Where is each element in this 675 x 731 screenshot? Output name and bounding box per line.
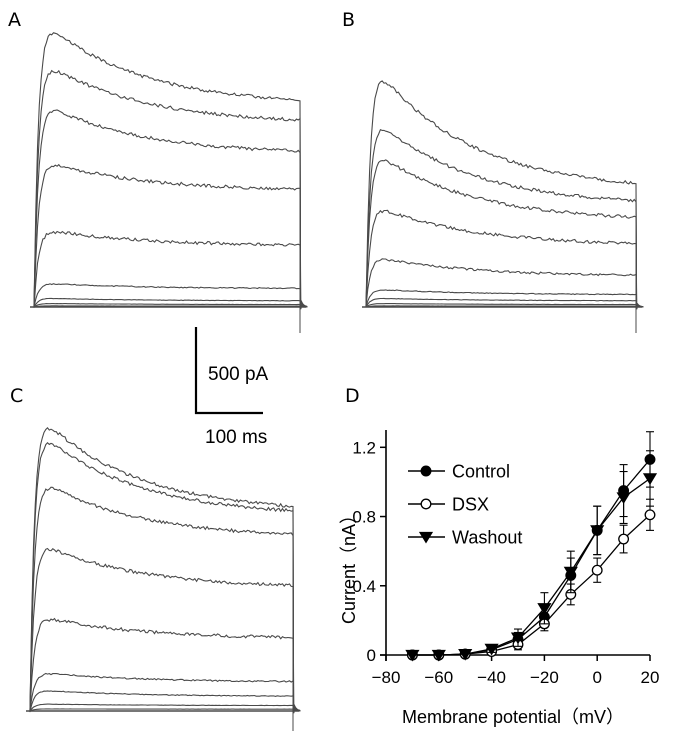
iv-axes: −80 −60 −40 −20 0 20 0 0.4 0.8 1.2 xyxy=(352,430,659,687)
y-tick-label: 0.4 xyxy=(352,577,376,596)
y-tick-label: 1.2 xyxy=(352,438,376,457)
legend-marker xyxy=(418,531,434,544)
current-trace xyxy=(29,442,301,714)
current-trace xyxy=(365,128,644,310)
y-tick-label: 0 xyxy=(367,646,376,665)
legend-marker xyxy=(420,498,432,510)
current-trace xyxy=(365,305,644,310)
legend-label-dsx: DSX xyxy=(452,495,489,515)
current-trace xyxy=(365,209,644,310)
y-tick-label: 0.8 xyxy=(352,508,376,527)
current-trace xyxy=(33,109,308,310)
iv-chart: −80 −60 −40 −20 0 20 0 0.4 0.8 1.2 Control DSX Wash… xyxy=(339,430,659,727)
current-trace xyxy=(29,426,301,714)
panel-a-traces xyxy=(30,32,308,333)
panel-label-d: D xyxy=(345,385,360,407)
data-point xyxy=(590,525,605,537)
current-trace xyxy=(29,486,301,714)
data-point xyxy=(616,492,631,505)
data-point xyxy=(458,648,473,661)
current-trace xyxy=(33,305,308,310)
legend-label-washout: Washout xyxy=(452,528,522,548)
current-trace xyxy=(29,703,301,714)
data-point xyxy=(644,509,656,521)
current-trace xyxy=(33,283,308,310)
current-trace xyxy=(29,672,301,714)
series-line xyxy=(412,477,651,656)
data-point xyxy=(537,603,552,615)
x-tick-label: 20 xyxy=(641,668,660,687)
panel-label-a: A xyxy=(8,9,21,31)
data-point xyxy=(431,649,446,662)
current-trace xyxy=(365,297,644,310)
x-tick-label: −60 xyxy=(424,668,453,687)
data-point xyxy=(618,533,630,545)
scale-bar-current-label: 500 pA xyxy=(208,364,269,385)
scale-bar-time-label: 100 ms xyxy=(205,427,267,448)
series-dsx xyxy=(406,498,656,661)
x-axis-title: Membrane potential（mV） xyxy=(402,707,624,727)
data-point xyxy=(510,632,526,645)
data-point xyxy=(484,643,499,656)
x-tick-label: −20 xyxy=(530,668,559,687)
current-trace xyxy=(29,708,301,714)
x-tick-label: −40 xyxy=(477,668,506,687)
x-tick-label: −80 xyxy=(372,668,401,687)
current-trace xyxy=(33,32,308,310)
current-trace xyxy=(365,258,644,310)
data-point xyxy=(591,564,603,576)
scale-bar: 500 pA 100 ms xyxy=(194,327,269,448)
y-axis-title: Current（nA） xyxy=(339,506,359,624)
current-trace xyxy=(365,289,644,310)
current-trace xyxy=(29,617,301,714)
current-trace xyxy=(33,303,308,310)
series-washout xyxy=(405,450,658,662)
current-trace xyxy=(33,297,308,310)
series-line xyxy=(412,514,651,656)
series-line xyxy=(412,458,651,656)
current-trace xyxy=(365,80,644,310)
iv-series xyxy=(405,431,658,662)
panel-c-traces xyxy=(26,426,301,731)
current-trace xyxy=(33,163,308,310)
panel-label-c: C xyxy=(10,385,23,407)
data-point xyxy=(642,473,658,486)
panel-b-traces xyxy=(362,80,644,333)
current-trace xyxy=(365,159,644,310)
panel-label-b: B xyxy=(342,9,355,31)
iv-legend: Control DSX Washout xyxy=(408,462,522,548)
current-trace xyxy=(33,69,308,310)
data-point xyxy=(405,649,420,662)
data-point xyxy=(563,566,578,579)
legend-label-control: Control xyxy=(452,462,510,482)
current-trace xyxy=(29,547,301,714)
legend-marker xyxy=(420,465,432,477)
current-trace xyxy=(365,303,644,310)
current-trace xyxy=(33,230,308,310)
current-trace xyxy=(29,690,301,714)
x-tick-label: 0 xyxy=(592,668,601,687)
